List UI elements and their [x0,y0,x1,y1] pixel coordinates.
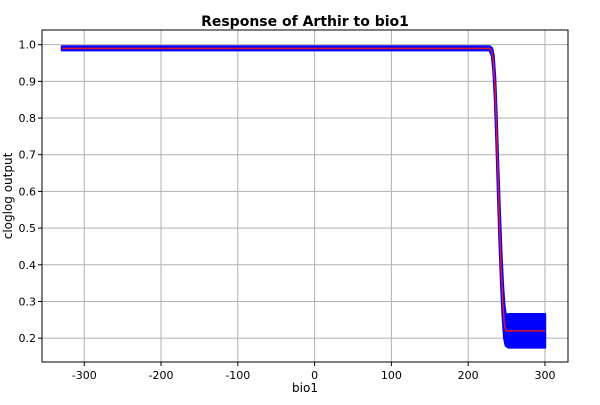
mean-line-layer [61,47,545,332]
y-tick-label: 0.5 [19,222,37,235]
x-tick-label: -200 [149,369,174,382]
y-tick-label: 0.3 [19,295,37,308]
y-axis-label: cloglog output [1,152,15,239]
y-tick-label: 1.0 [19,39,37,52]
x-axis-label: bio1 [292,381,318,395]
y-tick-label: 0.2 [19,332,37,345]
confidence-band [60,45,547,349]
tick-layer: -300 -200 -100 0 100 200 300 0.2 0.3 0.4 0.5 0.6 0.7… [19,39,556,382]
x-tick-label: 200 [458,369,479,382]
x-tick-label: -100 [225,369,250,382]
x-tick-label: -300 [72,369,97,382]
confidence-band-layer [60,45,547,349]
y-tick-label: 0.7 [19,149,37,162]
grid-layer [42,30,568,362]
x-tick-label: 0 [311,369,318,382]
plot-frame [41,29,569,363]
chart-title: Response of Arthir to bio1 [201,14,409,30]
y-tick-label: 0.9 [19,75,37,88]
y-tick-label: 0.6 [19,185,37,198]
mean-response-line [61,47,545,332]
y-tick-label: 0.4 [19,259,37,272]
x-tick-label: 300 [534,369,555,382]
x-tick-label: 100 [381,369,402,382]
y-tick-label: 0.8 [19,112,37,125]
